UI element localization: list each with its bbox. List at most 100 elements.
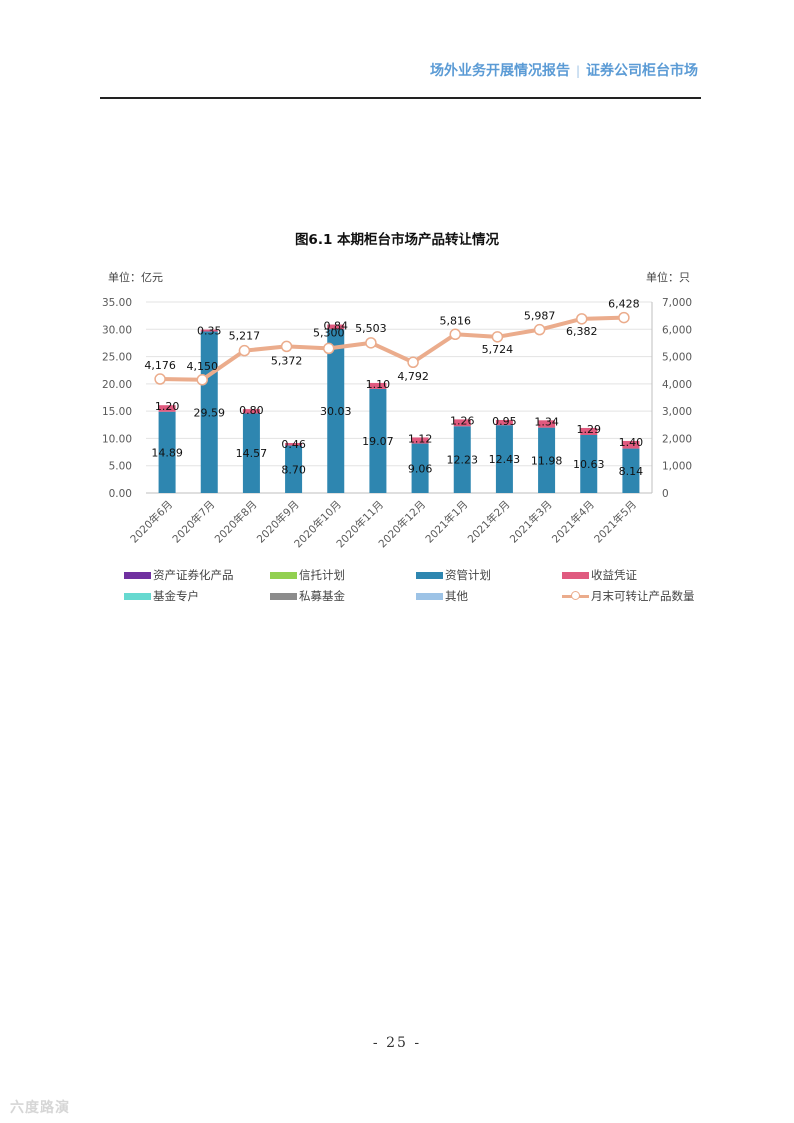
legend-swatch bbox=[416, 572, 443, 579]
count-marker bbox=[155, 374, 165, 384]
line-value-label: 6,382 bbox=[566, 325, 598, 338]
right-tick-label: 6,000 bbox=[662, 324, 692, 336]
bar-value-label: 29.59 bbox=[194, 406, 226, 419]
category-label: 2020年6月 bbox=[128, 498, 176, 546]
chart-axes: 单位：亿元 单位：只 0.00 0 5.00 1,000 10.00 2,000 15.00 3,… bbox=[102, 270, 692, 550]
count-marker bbox=[492, 332, 502, 342]
right-tick-label: 0 bbox=[662, 488, 669, 500]
right-tick-label: 1,000 bbox=[662, 461, 692, 473]
bar-value-label: 30.03 bbox=[320, 405, 352, 418]
chart-bars bbox=[159, 325, 640, 493]
chart-legend: 资产证券化产品 信托计划 资管计划 收益凭证基金专户 私募基金 其他 月末可转让产品数量 bbox=[124, 567, 704, 604]
legend-swatch bbox=[562, 572, 589, 579]
count-marker bbox=[366, 338, 376, 348]
bar-value-label: 10.63 bbox=[573, 458, 605, 471]
legend-label: 信托计划 bbox=[299, 567, 345, 583]
legend-label: 收益凭证 bbox=[591, 567, 637, 583]
legend-item: 基金专户 bbox=[124, 588, 270, 604]
left-tick-label: 35.00 bbox=[102, 297, 132, 309]
bar-value-label: 0.35 bbox=[197, 325, 222, 338]
watermark-logo: 六度路演 bbox=[10, 1097, 70, 1117]
left-tick-label: 0.00 bbox=[109, 488, 132, 500]
bar-value-label: 0.46 bbox=[281, 438, 306, 451]
legend-label: 其他 bbox=[445, 588, 468, 604]
legend-item: 资管计划 bbox=[416, 567, 562, 583]
legend-label: 月末可转让产品数量 bbox=[591, 588, 695, 604]
legend-label: 资管计划 bbox=[445, 567, 491, 583]
category-label: 2020年7月 bbox=[170, 498, 218, 546]
category-label: 2021年5月 bbox=[591, 498, 639, 546]
count-marker bbox=[282, 341, 292, 351]
transfer-chart: 单位：亿元 单位：只 0.00 0 5.00 1,000 10.00 2,000 15.00 3,… bbox=[0, 260, 794, 560]
report-header: 场外业务开展情况报告 | 证券公司柜台市场 bbox=[430, 60, 698, 80]
category-label: 2021年1月 bbox=[423, 498, 471, 546]
legend-item: 私募基金 bbox=[270, 588, 416, 604]
chart-line bbox=[155, 313, 629, 385]
legend-item: 资产证券化产品 bbox=[124, 567, 270, 583]
header-report-title: 场外业务开展情况报告 bbox=[430, 63, 570, 79]
right-tick-label: 2,000 bbox=[662, 433, 692, 445]
category-label: 2021年4月 bbox=[549, 498, 597, 546]
bar-value-label: 19.07 bbox=[362, 435, 394, 448]
legend-label: 资产证券化产品 bbox=[153, 567, 234, 583]
right-tick-label: 5,000 bbox=[662, 352, 692, 364]
legend-item: 其他 bbox=[416, 588, 562, 604]
right-tick-label: 7,000 bbox=[662, 297, 692, 309]
left-tick-label: 5.00 bbox=[109, 461, 132, 473]
legend-item: 信托计划 bbox=[270, 567, 416, 583]
bar-value-label: 8.14 bbox=[619, 465, 644, 478]
count-marker bbox=[619, 313, 629, 323]
line-value-label: 4,792 bbox=[397, 370, 429, 383]
line-value-label: 4,176 bbox=[144, 359, 176, 372]
legend-swatch bbox=[562, 591, 589, 601]
figure-title: 图6.1 本期柜台市场产品转让情况 bbox=[0, 228, 794, 248]
category-label: 2020年8月 bbox=[212, 498, 260, 546]
bar-value-label: 11.98 bbox=[531, 454, 563, 467]
bar-value-label: 0.80 bbox=[239, 404, 264, 417]
legend-swatch bbox=[416, 593, 443, 600]
bar-value-label: 14.89 bbox=[151, 446, 183, 459]
bar-value-label: 1.20 bbox=[155, 400, 180, 413]
line-value-label: 5,503 bbox=[355, 322, 387, 335]
line-value-label: 5,217 bbox=[229, 330, 261, 343]
header-separator: | bbox=[576, 64, 580, 78]
chart-labels: 14.89 29.59 14.57 8.70 30.03 19.07 9.06 12.23 12… bbox=[144, 298, 643, 478]
bar-value-label: 8.70 bbox=[281, 463, 306, 476]
count-marker bbox=[535, 325, 545, 335]
line-value-label: 5,816 bbox=[440, 314, 472, 327]
bar-value-label: 1.40 bbox=[619, 436, 644, 449]
count-marker bbox=[239, 346, 249, 356]
bar-value-label: 12.43 bbox=[489, 453, 521, 466]
bar-value-label: 12.23 bbox=[447, 454, 479, 467]
left-tick-label: 25.00 bbox=[102, 352, 132, 364]
legend-item: 收益凭证 bbox=[562, 567, 704, 583]
legend-swatch bbox=[124, 572, 151, 579]
legend-item: 月末可转让产品数量 bbox=[562, 588, 704, 604]
bar-value-label: 1.26 bbox=[450, 414, 475, 427]
legend-swatch bbox=[270, 572, 297, 579]
left-axis-unit: 单位：亿元 bbox=[108, 270, 163, 284]
right-tick-label: 3,000 bbox=[662, 406, 692, 418]
line-value-label: 5,300 bbox=[313, 326, 345, 339]
count-line bbox=[160, 318, 624, 380]
count-marker bbox=[408, 357, 418, 367]
count-marker bbox=[197, 375, 207, 385]
line-value-label: 5,372 bbox=[271, 354, 303, 367]
line-value-label: 5,724 bbox=[482, 343, 514, 356]
page-number: - 25 - bbox=[0, 1035, 794, 1051]
bar-value-label: 9.06 bbox=[408, 462, 433, 475]
left-tick-label: 10.00 bbox=[102, 433, 132, 445]
count-marker bbox=[450, 329, 460, 339]
header-section-title: 证券公司柜台市场 bbox=[586, 63, 698, 79]
header-rule bbox=[100, 97, 701, 99]
legend-swatch bbox=[124, 593, 151, 600]
right-axis-unit: 单位：只 bbox=[646, 270, 690, 284]
right-tick-label: 4,000 bbox=[662, 379, 692, 391]
line-value-label: 4,150 bbox=[187, 360, 219, 373]
bar-value-label: 1.29 bbox=[577, 423, 602, 436]
legend-label: 私募基金 bbox=[299, 588, 345, 604]
left-tick-label: 30.00 bbox=[102, 324, 132, 336]
category-label: 2021年3月 bbox=[507, 498, 555, 546]
category-label: 2021年2月 bbox=[465, 498, 513, 546]
count-marker bbox=[324, 343, 334, 353]
